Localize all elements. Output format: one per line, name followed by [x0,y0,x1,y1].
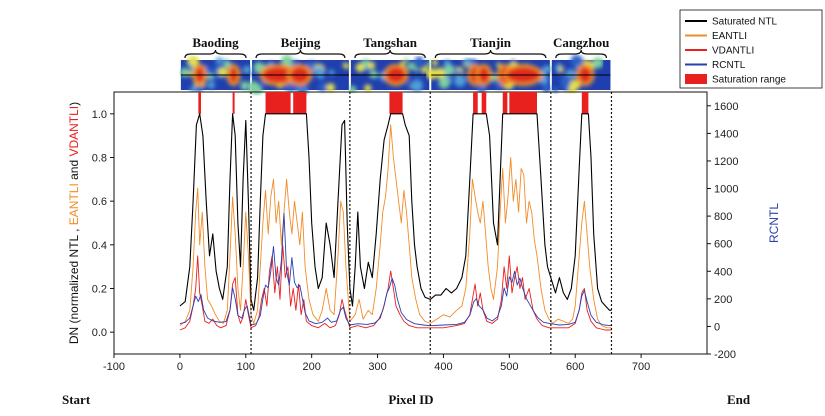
y-tick-label: 1.0 [92,109,107,121]
x-axis-title: Pixel ID [388,392,433,407]
x-tick-label: -100 [103,361,125,373]
x-start-label: Start [62,392,91,407]
city-brace [354,49,426,59]
city-brace [255,49,346,59]
legend-swatch-box [685,74,707,84]
city-labels: Baoding Beijing Tangshan Tianjin Cangzhou [184,35,609,59]
data-series [179,113,612,331]
y-tick-label: 0.4 [92,240,107,252]
saturation-range-bar [502,92,508,114]
city-brace [184,49,247,59]
y-tick-label: 0.6 [92,196,107,208]
legend-entry: EANTLI [685,31,747,42]
x-tick-label: 700 [632,361,650,373]
city-map-baoding [179,55,251,93]
legend-entry: Saturation range [685,74,786,86]
y-axis-title-eantli: EANTLI [67,183,81,225]
y-axis-left: 0.0 0.2 0.4 0.6 0.8 1.0 [92,109,114,339]
plot-area [113,91,708,355]
saturation-range-bar [293,92,307,114]
city-map-tangshan [348,56,432,94]
y2-tick-label: 1000 [714,184,738,196]
series-line-saturated-ntl [179,113,612,311]
series-line-eantli [179,124,612,329]
city-brace [434,49,547,59]
y2-tick-label: 0 [714,321,720,333]
y2-tick-label: 400 [714,266,732,278]
city-name-label: Tianjin [470,35,512,50]
x-tick-label: 200 [302,361,320,373]
city-map-beijing [247,55,350,96]
legend-label: EANTLI [712,31,747,42]
city-name-label: Beijing [281,35,321,50]
saturation-range-bar [481,92,487,114]
y-axis-right: -200 0 200 400 600 800 1000 1200 1400 1600 [707,101,738,361]
legend-entry: VDANTLI [685,46,754,57]
legend-label: VDANTLI [712,46,754,57]
city-nightlight-maps [179,54,611,96]
saturation-range-bar [509,92,538,114]
y-axis-title-part-1: DN (normalized NTL , [67,225,81,344]
y2-tick-label: 1200 [714,156,738,168]
saturation-range-bar [232,92,235,114]
city-name-label: Cangzhou [553,35,609,50]
legend-label: RCNTL [712,60,746,71]
y-axis-title: DN (normalized NTL , EANTLI and VDANTLI) [67,102,81,344]
x-axis: -100 0 100 200 300 400 500 600 700 [103,354,650,373]
y-tick-label: 0.2 [92,284,107,296]
y2-tick-label: 800 [714,211,732,223]
legend-entry: Saturated NTL [685,17,777,28]
x-tick-label: 300 [368,361,386,373]
y2-tick-label: 600 [714,239,732,251]
y2-tick-label: 1600 [714,101,738,113]
y2-tick-label: 200 [714,294,732,306]
city-name-label: Baoding [192,35,239,50]
series-line-vdantli [179,244,612,331]
x-tick-label: 400 [434,361,452,373]
y-axis-title-part-3: and [67,157,81,184]
legend-label: Saturation range [712,75,786,86]
city-name-label: Tangshan [363,35,417,50]
y2-axis-title: RCNTL [767,203,781,243]
y-axis-title-part-5: ) [67,102,81,106]
x-end-label: End [727,392,751,407]
y2-tick-label: -200 [714,349,736,361]
y-tick-label: 0.0 [92,327,107,339]
saturation-range-bar [265,92,291,114]
city-boundary-lines [250,92,613,354]
legend-entry: RCNTL [685,60,746,71]
city-map-cangzhou [551,54,611,94]
city-map-tianjin [426,57,552,93]
legend: Saturated NTL EANTLI VDANTLI RCNTL Saturatio… [679,9,823,89]
series-line-rcntl [179,212,612,327]
city-brace [555,49,608,59]
saturation-range-bar [473,92,478,114]
saturation-range-bar [389,92,403,114]
saturation-range-bars [198,92,589,114]
y2-tick-label: 1400 [714,128,738,140]
x-tick-label: 0 [177,361,183,373]
y-tick-label: 0.8 [92,153,107,165]
saturation-range-bar [198,92,201,114]
x-tick-label: 600 [566,361,584,373]
city-map-lights [348,56,432,94]
x-tick-label: 100 [237,361,255,373]
saturation-range-bar [581,92,589,114]
y-axis-title-vdantli: VDANTLI [67,106,81,157]
legend-label: Saturated NTL [712,17,777,28]
x-tick-label: 500 [500,361,518,373]
